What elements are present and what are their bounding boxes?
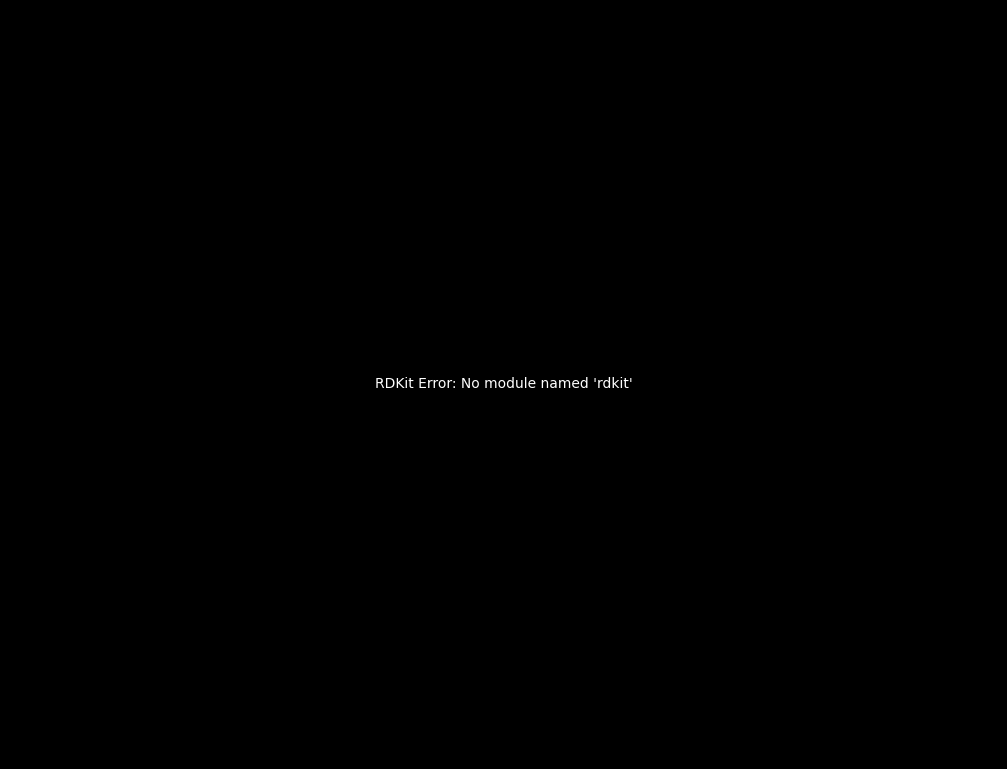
Text: RDKit Error: No module named 'rdkit': RDKit Error: No module named 'rdkit' [375,378,632,391]
